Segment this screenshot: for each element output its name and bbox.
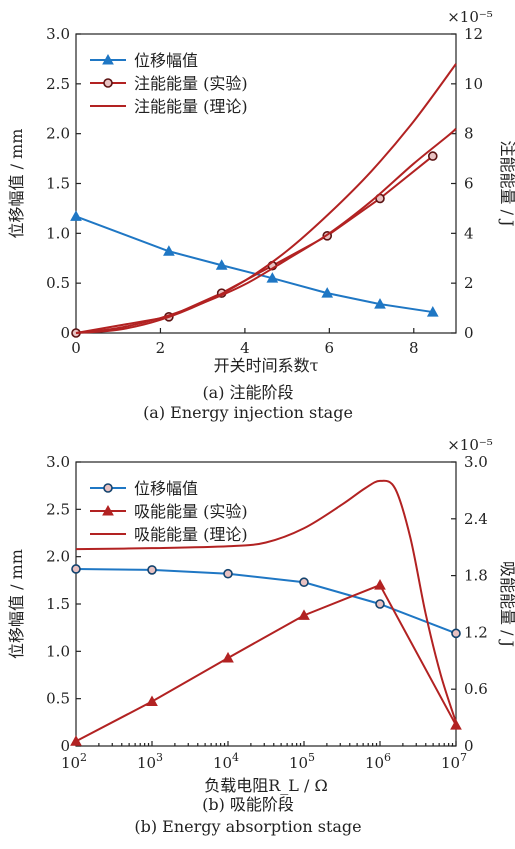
data-point (299, 577, 309, 588)
x-tick-label: 8 (409, 339, 419, 357)
y-left-tick-label: 3.0 (46, 25, 70, 43)
legend-marker (103, 78, 113, 88)
series-1 (71, 564, 461, 639)
data-point (266, 272, 279, 283)
y-right-tick-label: 4 (464, 224, 474, 242)
data-point (70, 210, 82, 221)
y-right-axis-label: 吸能能量 / J (498, 561, 515, 647)
data-point (223, 568, 233, 579)
x-tick-label: 103 (137, 751, 163, 772)
data-point (215, 259, 228, 270)
y-right-tick-label: 0.6 (464, 680, 488, 698)
series-2 (71, 151, 438, 338)
caption-cn: (a) 注能阶段 (202, 383, 293, 402)
chart-2: 0 0.5 1.0 1.5 2.0 2.5 3.0 0 0.6 1.2 1.8 2.4 3.0 102 10… (7, 436, 515, 836)
data-point (374, 579, 386, 590)
right-axis-multiplier: ×10⁻⁵ (447, 8, 493, 26)
legend-label: 注能能量 (理论) (134, 97, 248, 116)
y-right-tick-label: 2.4 (464, 510, 488, 528)
series-3 (75, 63, 457, 334)
series-1 (70, 210, 439, 317)
series-2 (70, 579, 462, 746)
y-left-tick-label: 0 (60, 324, 70, 342)
y-left-tick-label: 0 (60, 737, 70, 755)
data-point (146, 695, 158, 707)
y-left-axis-label: 位移幅值 / mm (7, 129, 26, 239)
data-point (450, 719, 462, 730)
y-left-tick-label: 1.5 (46, 595, 70, 613)
legend-label: 位移幅值 (134, 51, 198, 70)
y-right-tick-label: 2 (464, 274, 474, 292)
y-left-tick-label: 3.0 (46, 453, 70, 471)
x-tick-label: 104 (213, 751, 239, 772)
data-point (71, 564, 81, 574)
caption-cn: (b) 吸能阶段 (202, 795, 294, 814)
right-axis-multiplier: ×10⁻⁵ (447, 436, 493, 454)
data-point (426, 306, 439, 317)
data-point (321, 287, 334, 298)
data-point (375, 599, 385, 609)
x-tick-label: 4 (240, 339, 250, 357)
data-point (451, 628, 461, 639)
series-line (75, 215, 433, 314)
legend-label: 吸能能量 (理论) (134, 525, 248, 544)
y-left-tick-label: 0.5 (46, 274, 70, 292)
data-point (147, 565, 157, 575)
x-axis-label: 负载电阻R_L / Ω (204, 776, 328, 795)
x-axis-label: 开关时间系数τ (214, 356, 319, 375)
y-right-axis-label: 注能能量 / J (498, 141, 515, 227)
y-right-tick-label: 12 (464, 25, 483, 43)
data-point (298, 609, 310, 620)
x-tick-label: 2 (156, 339, 166, 357)
series-line (75, 567, 457, 635)
y-right-tick-label: 8 (464, 125, 474, 143)
chart-1: 0 0.5 1.0 1.5 2.0 2.5 3.0 0 2 4 6 8 10 12 0 2 4 6 8 开关时间系数τ… (7, 8, 515, 422)
x-tick-label: 0 (71, 339, 81, 357)
series-line (75, 479, 457, 723)
y-left-tick-label: 1.5 (46, 175, 70, 193)
data-point (163, 245, 175, 256)
series-line (75, 583, 457, 743)
y-right-tick-label: 0 (464, 324, 474, 342)
legend-label: 位移幅值 (134, 479, 198, 498)
series-4 (75, 127, 457, 334)
y-right-tick-label: 0 (464, 737, 474, 755)
y-left-tick-label: 2.0 (46, 548, 70, 566)
data-point (222, 651, 234, 663)
series-line (75, 127, 457, 334)
y-right-tick-label: 3.0 (464, 453, 488, 471)
legend-label: 注能能量 (实验) (134, 74, 248, 93)
x-tick-label: 6 (325, 339, 335, 357)
y-left-tick-label: 2.5 (46, 75, 70, 93)
y-right-tick-label: 10 (464, 75, 483, 93)
legend-marker (102, 53, 114, 65)
plot-frame (75, 461, 457, 747)
y-left-tick-label: 0.5 (46, 690, 70, 708)
legend-label: 吸能能量 (实验) (134, 502, 248, 521)
y-left-tick-label: 2.5 (46, 500, 70, 518)
y-left-tick-label: 2.0 (46, 125, 70, 143)
x-tick-label: 105 (289, 751, 315, 772)
y-left-tick-label: 1.0 (46, 642, 70, 660)
y-left-axis-label: 位移幅值 / mm (7, 549, 26, 659)
x-tick-label: 106 (365, 751, 391, 772)
data-point (70, 735, 82, 746)
y-left-tick-label: 1.0 (46, 224, 70, 242)
y-right-tick-label: 1.8 (464, 567, 488, 585)
legend-marker (103, 483, 113, 493)
data-point (427, 151, 438, 161)
data-point (374, 298, 386, 309)
caption-en: (a) Energy injection stage (143, 403, 353, 422)
legend-marker (102, 504, 114, 516)
x-tick-label: 102 (61, 751, 87, 772)
caption-en: (b) Energy absorption stage (134, 817, 361, 836)
y-right-tick-label: 1.2 (464, 623, 488, 641)
series-line (75, 63, 457, 334)
y-right-tick-label: 6 (464, 175, 474, 193)
x-tick-label: 107 (441, 751, 467, 772)
series-3 (75, 479, 457, 723)
